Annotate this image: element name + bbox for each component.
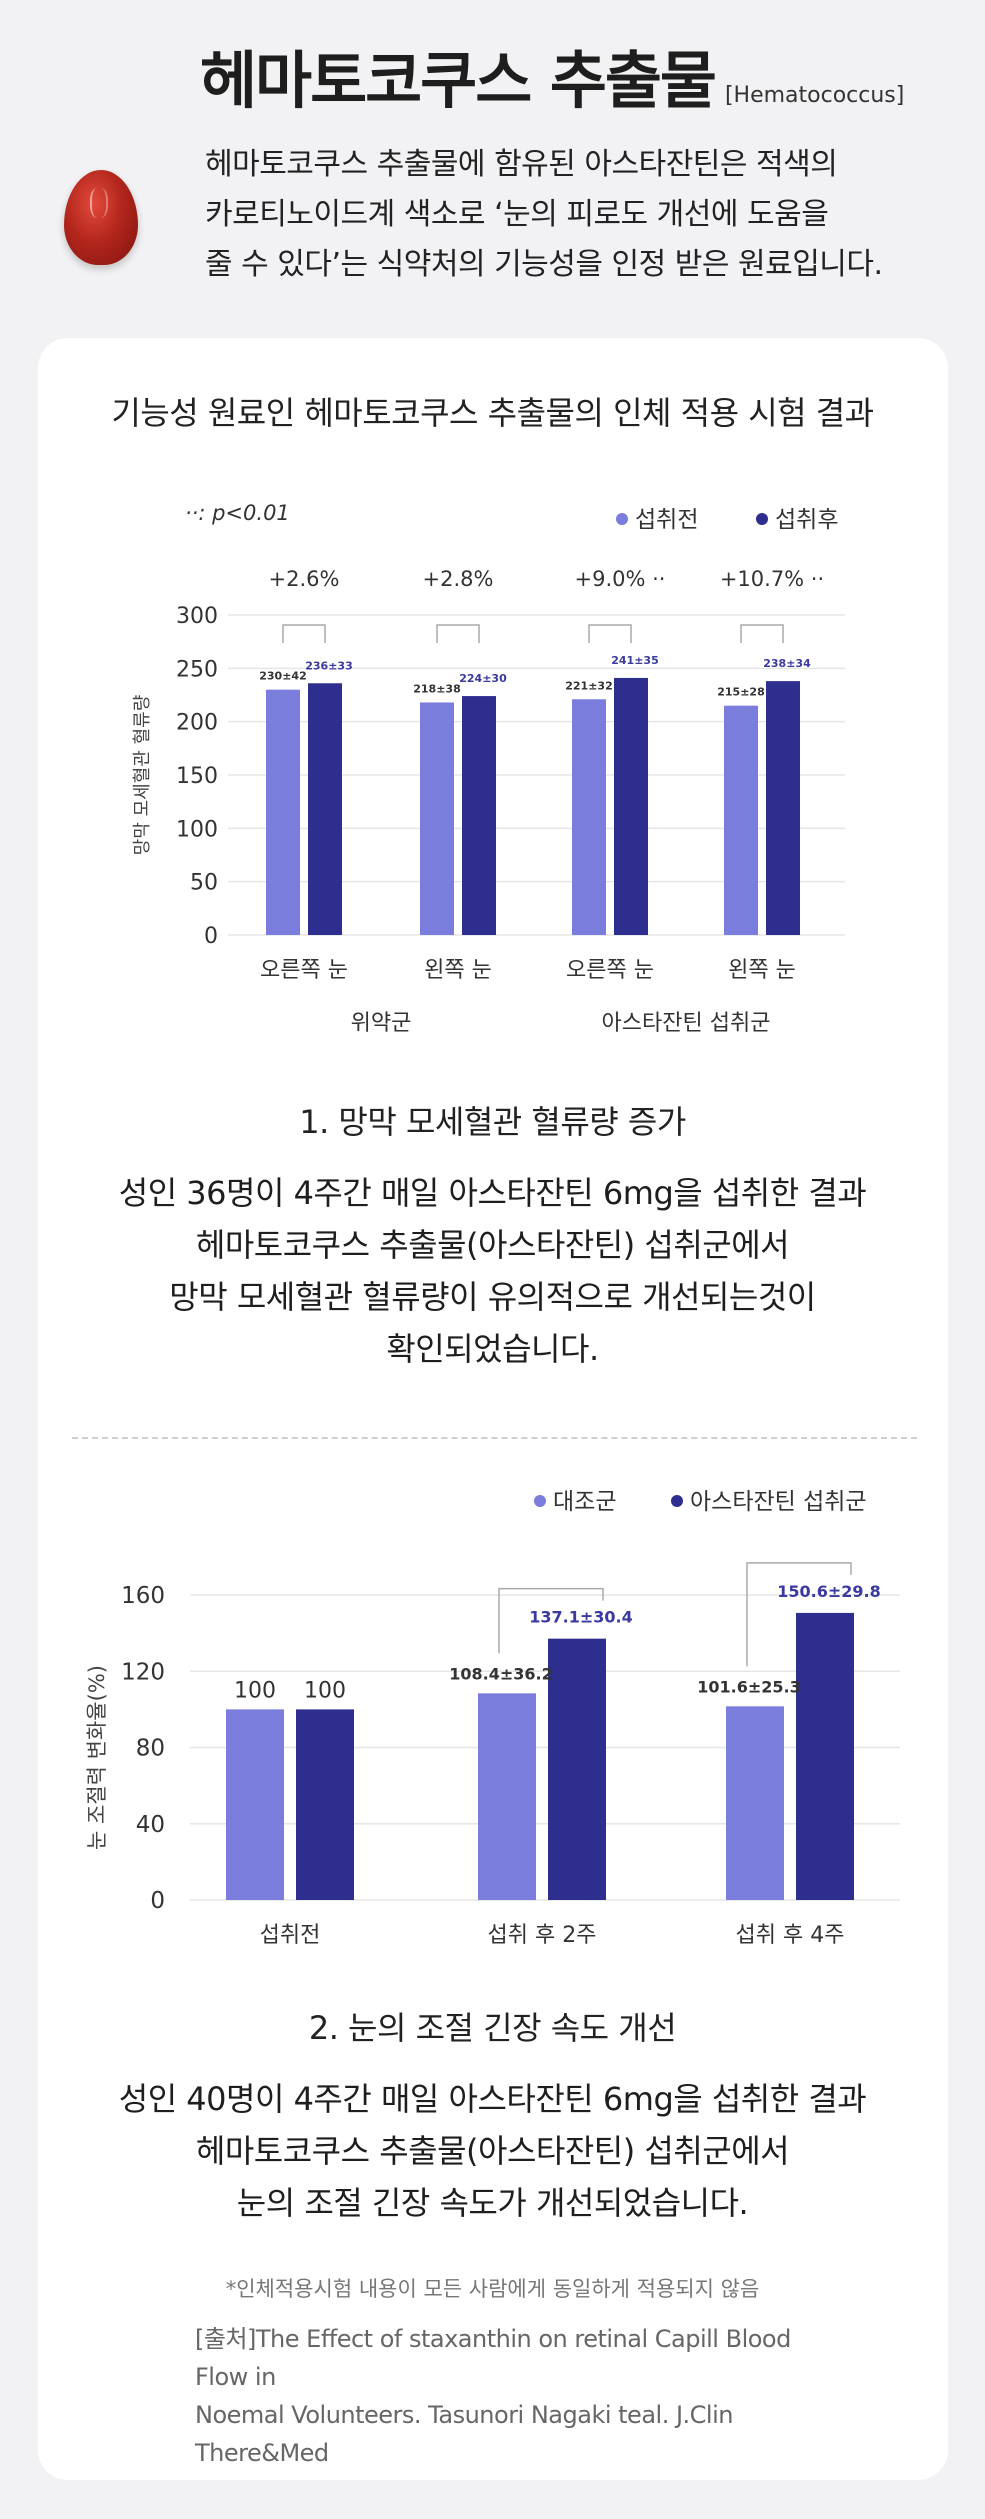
change-label: +9.0% ·· bbox=[575, 567, 666, 591]
y-tick-label: 150 bbox=[176, 764, 218, 789]
data-label-before: 218±38 bbox=[413, 682, 461, 695]
data-label-astaxanthin: 150.6±29.8 bbox=[777, 1582, 881, 1601]
bar-before bbox=[420, 702, 454, 935]
group-label: 위약군 bbox=[351, 1011, 412, 1036]
data-label-astaxanthin: 100 bbox=[304, 1678, 346, 1703]
data-label-before: 215±28 bbox=[717, 686, 765, 699]
intro-line: 줄 수 있다’는 식약처의 기능성을 인정 받은 원료입니다. bbox=[205, 247, 883, 282]
page-title: 헤마토코쿠스 추출물 [Hematococcus] bbox=[200, 30, 904, 120]
x-tick-label: 섭취 후 2주 bbox=[488, 1923, 597, 1948]
intro-line: 카로티노이드계 색소로 ‘눈의 피로도 개선에 도움을 bbox=[205, 197, 829, 232]
data-label-control: 101.6±25.3 bbox=[697, 1677, 801, 1696]
section2-line: 헤마토코쿠스 추출물(아스타잔틴) 섭취군에서 bbox=[195, 2132, 790, 2170]
x-tick-label: 섭취전 bbox=[260, 1923, 321, 1948]
significance-bracket bbox=[436, 624, 480, 643]
data-label-after: 236±33 bbox=[305, 659, 353, 672]
section2-line: 눈의 조절 긴장 속도가 개선되었습니다. bbox=[236, 2184, 749, 2222]
y-tick-label: 50 bbox=[190, 871, 218, 896]
y-tick-label: 160 bbox=[121, 1583, 165, 1609]
bar-before bbox=[572, 699, 606, 935]
section1-line: 헤마토코쿠스 추출물(아스타잔틴) 섭취군에서 bbox=[195, 1226, 790, 1264]
legend-label-astaxanthin: 아스타잔틴 섭취군 bbox=[690, 1489, 867, 1515]
change-label: +2.8% bbox=[423, 567, 494, 591]
data-label-after: 241±35 bbox=[611, 654, 659, 667]
y-tick-label: 120 bbox=[121, 1659, 165, 1685]
significance-note: ··: p<0.01 bbox=[185, 501, 290, 525]
bar-after bbox=[462, 696, 496, 935]
card-heading: 기능성 원료인 헤마토코쿠스 추출물의 인체 적용 시험 결과 bbox=[111, 394, 874, 432]
legend-marker-after bbox=[756, 513, 768, 525]
legend-marker-control bbox=[534, 1495, 546, 1507]
bar-astaxanthin bbox=[296, 1709, 354, 1900]
y-tick-label: 250 bbox=[176, 657, 218, 682]
section2-text: 성인 40명이 4주간 매일 아스타잔틴 6mg을 섭취한 결과 헤마토코쿠스 … bbox=[0, 2073, 985, 2229]
intro-text: 헤마토코쿠스 추출물에 함유된 아스타잔틴은 적색의 카로티노이드계 색소로 ‘… bbox=[205, 140, 965, 290]
legend-marker-before bbox=[616, 513, 628, 525]
legend-label-before: 섭취전 bbox=[635, 507, 698, 533]
data-label-astaxanthin: 137.1±30.4 bbox=[529, 1608, 633, 1627]
y-axis-label: 망막 모세혈관 혈류량 bbox=[132, 695, 153, 855]
data-label-after: 224±30 bbox=[459, 672, 507, 685]
group-label: 아스타잔틴 섭취군 bbox=[602, 1011, 771, 1036]
comparison-bracket bbox=[498, 1587, 604, 1654]
title-korean: 헤마토코쿠스 추출물 bbox=[200, 44, 717, 117]
y-tick-label: 300 bbox=[176, 604, 218, 629]
comparison-bracket bbox=[746, 1562, 852, 1667]
legend-marker-astaxanthin bbox=[671, 1495, 683, 1507]
data-label-after: 238±34 bbox=[763, 657, 811, 670]
x-tick-label: 왼쪽 눈 bbox=[728, 958, 796, 983]
y-tick-label: 40 bbox=[136, 1812, 165, 1838]
section1-text: 성인 36명이 4주간 매일 아스타잔틴 6mg을 섭취한 결과 헤마토코쿠스 … bbox=[0, 1167, 985, 1375]
y-tick-label: 200 bbox=[176, 711, 218, 736]
section1-title: 1. 망막 모세혈관 혈류량 증가 bbox=[299, 1103, 686, 1141]
change-label: +2.6% bbox=[269, 567, 340, 591]
legend-label-control: 대조군 bbox=[553, 1489, 616, 1515]
bar-before bbox=[266, 689, 300, 935]
x-tick-label: 왼쪽 눈 bbox=[424, 958, 492, 983]
section-divider bbox=[72, 1437, 917, 1439]
x-tick-label: 오른쪽 눈 bbox=[260, 958, 348, 983]
data-label-before: 230±42 bbox=[259, 670, 307, 683]
y-tick-label: 0 bbox=[150, 1888, 165, 1914]
bar-before bbox=[724, 705, 758, 935]
bar-control bbox=[478, 1693, 536, 1900]
bar-after bbox=[766, 681, 800, 935]
y-tick-label: 0 bbox=[204, 924, 218, 949]
bar-control bbox=[726, 1706, 784, 1900]
y-tick-label: 100 bbox=[176, 817, 218, 842]
source-line: [출처]The Effect of staxanthin on retinal … bbox=[195, 2325, 791, 2391]
bar-astaxanthin bbox=[796, 1612, 854, 1900]
section1-line: 확인되었습니다. bbox=[386, 1330, 599, 1368]
section1-line: 성인 36명이 4주간 매일 아스타잔틴 6mg을 섭취한 결과 bbox=[118, 1174, 867, 1212]
bar-astaxanthin bbox=[548, 1638, 606, 1900]
bar-control bbox=[226, 1709, 284, 1900]
bar-after bbox=[614, 677, 648, 935]
legend-label-after: 섭취후 bbox=[775, 507, 838, 533]
disclaimer-note: *인체적용시험 내용이 모든 사람에게 동일하게 적용되지 않음 bbox=[225, 2277, 760, 2301]
source-citation: [출처]The Effect of staxanthin on retinal … bbox=[195, 2320, 835, 2472]
y-axis-label: 눈 조절력 변화율(%) bbox=[85, 1665, 109, 1850]
change-label: +10.7% ·· bbox=[720, 567, 824, 591]
section1-line: 망막 모세혈관 혈류량이 유의적으로 개선되는것이 bbox=[169, 1278, 816, 1316]
section2-title: 2. 눈의 조절 긴장 속도 개선 bbox=[308, 2009, 677, 2047]
x-tick-label: 오른쪽 눈 bbox=[566, 958, 654, 983]
significance-bracket bbox=[588, 624, 632, 643]
intro-line: 헤마토코쿠스 추출물에 함유된 아스타잔틴은 적색의 bbox=[205, 147, 838, 182]
significance-bracket bbox=[282, 624, 326, 643]
significance-bracket bbox=[740, 624, 784, 643]
data-label-control: 108.4±36.2 bbox=[449, 1664, 553, 1683]
capsule-image bbox=[64, 170, 138, 265]
source-line: Noemal Volunteers. Tasunori Nagaki teal.… bbox=[195, 2401, 733, 2467]
data-label-control: 100 bbox=[234, 1678, 276, 1703]
y-tick-label: 80 bbox=[136, 1736, 165, 1762]
title-english: [Hematococcus] bbox=[724, 83, 905, 108]
section2-line: 성인 40명이 4주간 매일 아스타잔틴 6mg을 섭취한 결과 bbox=[118, 2080, 867, 2118]
x-tick-label: 섭취 후 4주 bbox=[736, 1923, 845, 1948]
bar-after bbox=[308, 683, 342, 935]
data-label-before: 221±32 bbox=[565, 679, 613, 692]
